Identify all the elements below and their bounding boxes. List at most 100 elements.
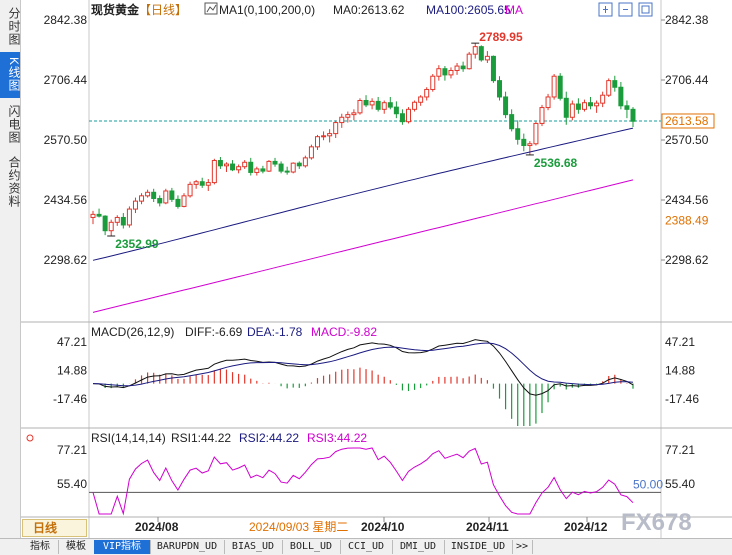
x-label-1: 2024/10 [361,520,405,534]
ma-extra-label: MA [505,3,523,17]
candle-body-8 [139,195,145,202]
candle-body-64 [478,46,484,61]
candle-body-6 [126,208,132,226]
candle-body-33 [290,162,296,173]
candle-body-5 [120,216,126,226]
macd-title: MACD(26,12,9) [91,325,174,339]
x-label-3: 2024/12 [564,520,608,534]
candle-body-34 [296,162,302,167]
candle-body-1 [96,213,102,217]
candle-body-29 [266,160,272,172]
toolbar-tab-5[interactable]: BOLL_UD [282,540,341,554]
candle-body-28 [260,168,266,172]
rsi-tick-left-1: 55.40 [57,477,87,491]
sidebar-tab-0[interactable]: 分时图 [7,6,21,46]
candle-body-58 [442,68,448,76]
toolbar-tab-4[interactable]: BIAS_UD [224,540,283,554]
toolbar-tab-6[interactable]: CCI_UD [340,540,393,554]
sidebar-tab-1[interactable]: K线图 [0,52,21,98]
price-chart[interactable]: 现货黄金 【日线】 MA1(0,100,200,0) MA0:2613.62 MA100… [21,0,732,538]
candle-body-61 [460,65,466,70]
ma100-line [92,127,634,261]
toolbar-tab-8[interactable]: INSIDE_UD [444,540,513,554]
sidebar-tab-3[interactable]: 合约资料 [7,156,21,208]
low-mid-annotation: 2536.68 [534,156,578,170]
rsi-tick-left-0: 77.21 [57,443,87,457]
candle-body-37 [314,136,320,148]
price-tick-left-0: 2842.38 [44,13,88,27]
candle-body-68 [503,96,509,116]
macd-tick-right-0: 47.21 [665,335,695,349]
candle-body-3 [108,221,114,232]
rsi2-value: RSI2:44.22 [239,431,299,445]
candle-body-18 [199,181,205,186]
candle-body-83 [594,102,600,107]
candle-body-9 [145,191,151,197]
candle-body-39 [327,133,333,137]
candle-body-24 [236,166,242,171]
candle-body-80 [575,103,581,110]
candle-body-14 [175,198,181,207]
macd-tick-left-0: 47.21 [57,335,87,349]
price-tick-left-4: 2298.62 [44,253,88,267]
candle-body-82 [588,102,594,107]
macd-tick-left-2: -17.46 [53,392,87,406]
price-tick-right-2: 2570.50 [665,133,709,147]
toolbar-tab-7[interactable]: DMI_UD [392,540,445,554]
candle-body-30 [272,160,278,165]
macd-tick-left-1: 14.88 [57,363,87,377]
rsi-settings-icon [26,434,34,442]
x-label-2: 2024/11 [466,520,509,534]
sidebar-tab-2[interactable]: 闪电图 [7,104,21,144]
candle-body-75 [545,96,551,109]
toolbar-tab-1[interactable]: 模板 [58,540,95,554]
macd-dea-line [92,342,634,387]
candle-body-7 [132,200,138,210]
candle-body-32 [284,170,290,173]
candle-body-13 [169,190,175,200]
candle-body-78 [563,97,569,118]
candle-body-19 [205,182,211,186]
rsi-50-label: 50.00 [633,477,663,491]
candle-body-70 [515,128,521,140]
candle-body-52 [406,108,412,123]
toolbar-tab-2[interactable]: VIP指标 [94,540,151,554]
candle-body-49 [387,102,393,108]
period-selector[interactable]: 日线 [22,519,87,537]
candle-body-40 [333,122,339,135]
candle-body-0 [90,213,96,218]
candle-body-56 [430,75,436,90]
candle-body-88 [624,105,630,110]
candle-body-72 [527,143,533,147]
rsi-tick-right-1: 55.40 [665,477,695,491]
candle-body-41 [339,116,345,124]
candle-body-54 [418,96,424,103]
candle-body-12 [163,190,169,204]
candle-body-53 [412,101,418,110]
current-price-box [661,113,715,129]
candle-body-84 [600,94,606,104]
candle-body-17 [193,181,199,185]
toolbar-tab-0[interactable]: 指标 [22,540,59,554]
high-annotation: 2789.95 [479,30,523,44]
watermark: FX678 [621,509,692,536]
rsi-tick-right-0: 77.21 [665,443,695,457]
toolbar-tab-9[interactable]: >> [512,540,533,554]
candle-body-22 [223,163,229,167]
candle-body-55 [424,88,430,98]
period-label: 【日线】 [139,3,187,17]
ma200-line [92,179,634,313]
candle-body-47 [375,100,381,110]
candle-body-21 [217,160,223,167]
ma0-value: MA0:2613.62 [333,3,405,17]
candle-body-31 [278,163,284,172]
ma100-value: MA100:2605.65 [426,3,511,17]
price-tick-right-1: 2706.44 [665,73,709,87]
candle-body-87 [618,86,624,107]
candle-body-45 [363,99,369,106]
price-tick-right-4: 2298.62 [665,253,709,267]
rsi-line [92,447,634,516]
candle-body-57 [436,68,442,77]
toolbar-tab-3[interactable]: BARUPDN_UD [150,540,225,554]
candle-body-10 [151,191,157,199]
